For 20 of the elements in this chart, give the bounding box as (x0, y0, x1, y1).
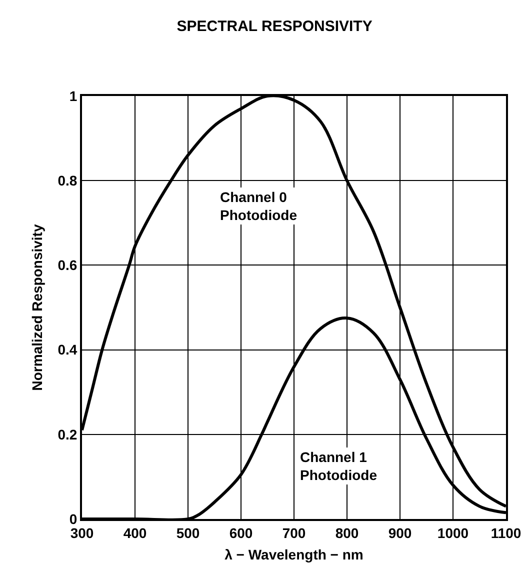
y-tick-label: 1 (69, 88, 78, 104)
x-tick-label: 800 (335, 524, 359, 541)
y-tick-label: 0.6 (58, 257, 78, 274)
annotation: Channel 1 Photodiode (300, 449, 378, 484)
x-tick-label: 1000 (437, 524, 469, 541)
y-tick-label: 0 (69, 510, 78, 527)
x-tick-label: 300 (70, 524, 94, 541)
x-tick-label: 500 (176, 524, 200, 541)
x-axis-title: λ − Wavelength − nm (224, 546, 364, 563)
chart-title: SPECTRAL RESPONSIVITY (176, 18, 372, 36)
y-axis-title: Normalized Responsivity (28, 224, 45, 391)
y-tick-label: 0.8 (58, 172, 78, 188)
y-tick-label: 0.2 (58, 426, 78, 442)
x-tick-label: 900 (388, 524, 412, 541)
x-tick-label: 700 (282, 524, 306, 541)
x-tick-label: 600 (229, 524, 253, 541)
x-tick-label: 400 (123, 524, 147, 541)
y-tick-label: 0.4 (58, 342, 78, 358)
x-tick-label: 1100 (490, 524, 522, 541)
annotation: Channel 0 Photodiode (220, 189, 298, 224)
